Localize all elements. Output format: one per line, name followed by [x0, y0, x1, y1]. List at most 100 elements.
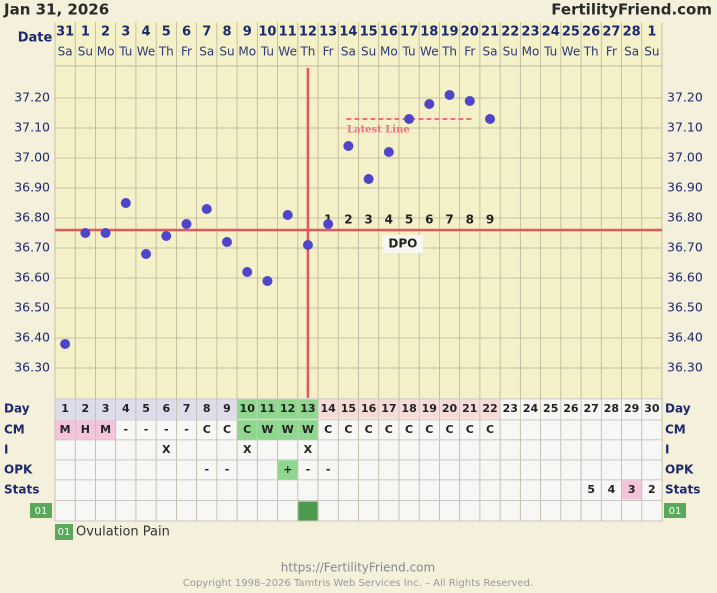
date-label: 25: [562, 25, 580, 40]
day-cell: [642, 399, 662, 419]
day-cell: [217, 399, 237, 419]
day-number: 5: [142, 402, 150, 415]
table-cell: C: [203, 423, 211, 436]
date-label: 18: [420, 25, 438, 40]
table-cell: C: [486, 423, 494, 436]
day-cell: [75, 399, 95, 419]
day-number: 9: [223, 402, 231, 415]
weekday-label: Th: [299, 45, 315, 59]
y-tick-label: 36.70: [14, 240, 50, 255]
cell-bg: [95, 420, 116, 440]
date-label: 10: [258, 25, 276, 40]
weekday-label: Mo: [238, 45, 256, 59]
y-tick-label: 36.60: [14, 270, 50, 285]
row-label-right: Day: [665, 402, 691, 416]
row-label-right: I: [665, 443, 669, 457]
date-label: 8: [222, 25, 231, 40]
dpo-label: 9: [486, 213, 494, 227]
day-number: 28: [604, 402, 619, 415]
footer-url: https://FertilityFriend.com: [281, 561, 435, 575]
date-label: 15: [360, 25, 378, 40]
table-cell: C: [466, 423, 474, 436]
day-number: 24: [523, 402, 539, 415]
table-cell: -: [124, 423, 129, 436]
day-number: 4: [122, 402, 130, 415]
table-cell: W: [261, 423, 273, 436]
date-label: 4: [142, 25, 151, 40]
weekday-label: Tu: [260, 45, 274, 59]
latest-line-label: Latest Line: [347, 125, 410, 136]
weekday-label: Su: [78, 45, 93, 59]
date-label: 9: [243, 25, 252, 40]
weekday-label: Tu: [118, 45, 132, 59]
day-cell: [399, 399, 419, 419]
custom-marker: [298, 501, 318, 521]
date-label: 14: [339, 25, 357, 40]
table-cell: W: [282, 423, 294, 436]
day-cell: [55, 399, 75, 419]
temp-point: [444, 90, 455, 100]
weekday-label: Tu: [543, 45, 557, 59]
weekday-label: Sa: [341, 45, 356, 59]
date-label: 16: [380, 25, 398, 40]
day-cell: [419, 399, 439, 419]
weekday-label: Th: [583, 45, 599, 59]
day-number: 8: [203, 402, 211, 415]
temp-point: [343, 141, 354, 151]
y-tick-label-right: 36.80: [667, 210, 703, 225]
day-cell: [318, 399, 338, 419]
day-cell: [176, 399, 197, 419]
temp-point: [404, 114, 415, 124]
table-cell: 4: [608, 483, 616, 496]
date-label: 6: [182, 25, 191, 40]
day-number: 17: [381, 402, 396, 415]
date-label: 7: [202, 25, 211, 40]
day-number: 30: [644, 402, 660, 415]
cell-bg: [298, 420, 318, 440]
cell-bg: [622, 480, 642, 500]
date-label: 17: [400, 25, 418, 40]
custom-code: 01: [35, 506, 48, 517]
weekday-label: We: [562, 45, 581, 59]
weekday-label: Fr: [606, 45, 617, 59]
day-cell: [379, 399, 399, 419]
date-label: 20: [461, 25, 479, 40]
table-cell: C: [344, 423, 352, 436]
temp-point: [141, 249, 152, 259]
day-number: 27: [584, 402, 599, 415]
day-cell: [622, 399, 642, 419]
day-cell: [500, 399, 520, 419]
weekday-label: Sa: [483, 45, 498, 59]
weekday-label: We: [420, 45, 439, 59]
dpo-box: [382, 235, 423, 253]
day-number: 25: [543, 402, 558, 415]
legend-label: Ovulation Pain: [76, 525, 170, 540]
weekday-label: We: [278, 45, 297, 59]
table-cell: C: [385, 423, 393, 436]
date-label: 1: [81, 25, 90, 40]
temp-point: [100, 228, 111, 238]
table-cell: W: [302, 423, 314, 436]
cell-bg: [278, 420, 298, 440]
weekday-label: Sa: [199, 45, 214, 59]
table-cell: X: [243, 443, 252, 456]
row-label-right: CM: [665, 423, 686, 437]
day-number: 3: [102, 402, 110, 415]
day-cell: [561, 399, 581, 419]
weekday-label: Fr: [464, 45, 475, 59]
temp-point: [282, 210, 293, 220]
row-label: Stats: [4, 483, 39, 497]
table-cell: -: [306, 463, 311, 476]
custom-code-bg-right: [664, 503, 686, 518]
table-cell: C: [446, 423, 454, 436]
temp-point: [161, 231, 172, 241]
day-number: 1: [61, 402, 69, 415]
day-cell: [95, 399, 116, 419]
table-cell: -: [225, 463, 230, 476]
table-cell: +: [283, 463, 292, 476]
day-number: 7: [183, 402, 191, 415]
dpo-label: 4: [385, 213, 393, 227]
date-label: 5: [162, 25, 171, 40]
cell-bg: [257, 420, 278, 440]
